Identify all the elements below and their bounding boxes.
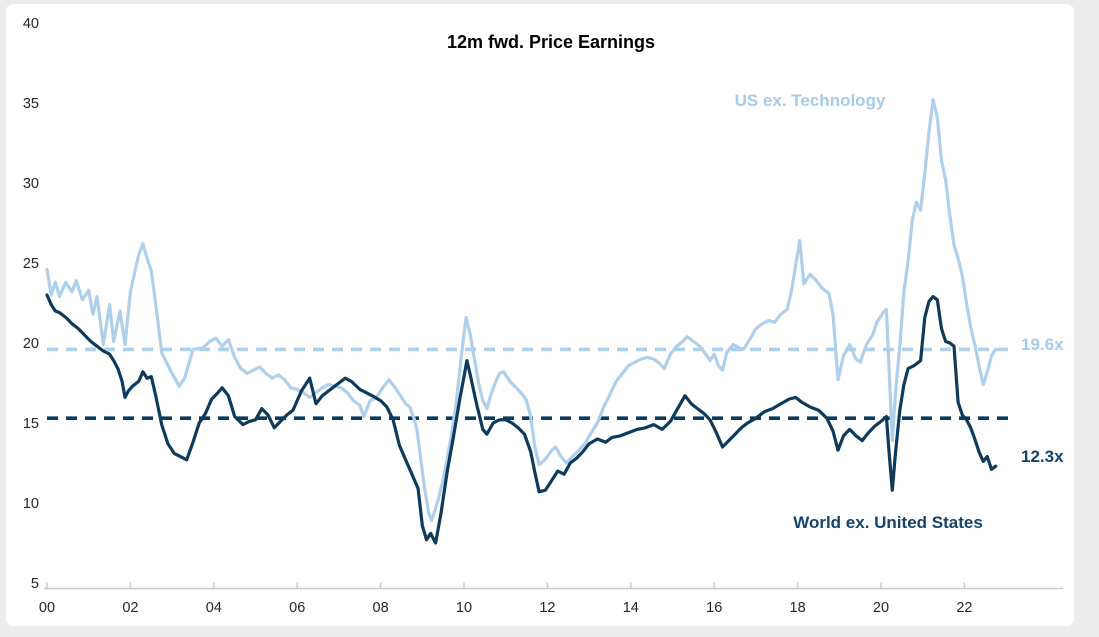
x-tick-label: 08 [373, 600, 389, 616]
x-tick-label: 18 [790, 600, 806, 616]
y-tick-label: 25 [23, 256, 39, 272]
current-value-label-us-ex-technology: 19.6x [1021, 335, 1064, 354]
series-line-us-ex-technology [45, 98, 998, 523]
x-tick-label: 04 [206, 600, 222, 616]
y-tick-label: 40 [23, 16, 39, 32]
y-tick-label: 5 [31, 576, 39, 592]
series-line-world-ex-united-states [45, 293, 998, 545]
y-tick-label: 30 [23, 176, 39, 192]
legend-world-ex-united-states: World ex. United States [793, 513, 983, 532]
x-tick-label: 14 [623, 600, 639, 616]
chart-panel [6, 4, 1074, 626]
x-tick-label: 10 [456, 600, 472, 616]
x-tick-label: 02 [122, 600, 138, 616]
x-tick-label: 00 [39, 600, 55, 616]
x-tick-label: 12 [539, 600, 555, 616]
current-value-label-world-ex-united-states: 12.3x [1021, 447, 1064, 466]
y-tick-label: 20 [23, 336, 39, 352]
chart-title: 12m fwd. Price Earnings [447, 32, 655, 52]
y-tick-label: 35 [23, 96, 39, 112]
x-tick-label: 20 [873, 600, 889, 616]
x-tick-label: 16 [706, 600, 722, 616]
legend-us-ex-technology: US ex. Technology [735, 91, 886, 110]
x-tick-label: 22 [956, 600, 972, 616]
x-tick-label: 06 [289, 600, 305, 616]
y-tick-label: 10 [23, 496, 39, 512]
y-tick-label: 15 [23, 416, 39, 432]
